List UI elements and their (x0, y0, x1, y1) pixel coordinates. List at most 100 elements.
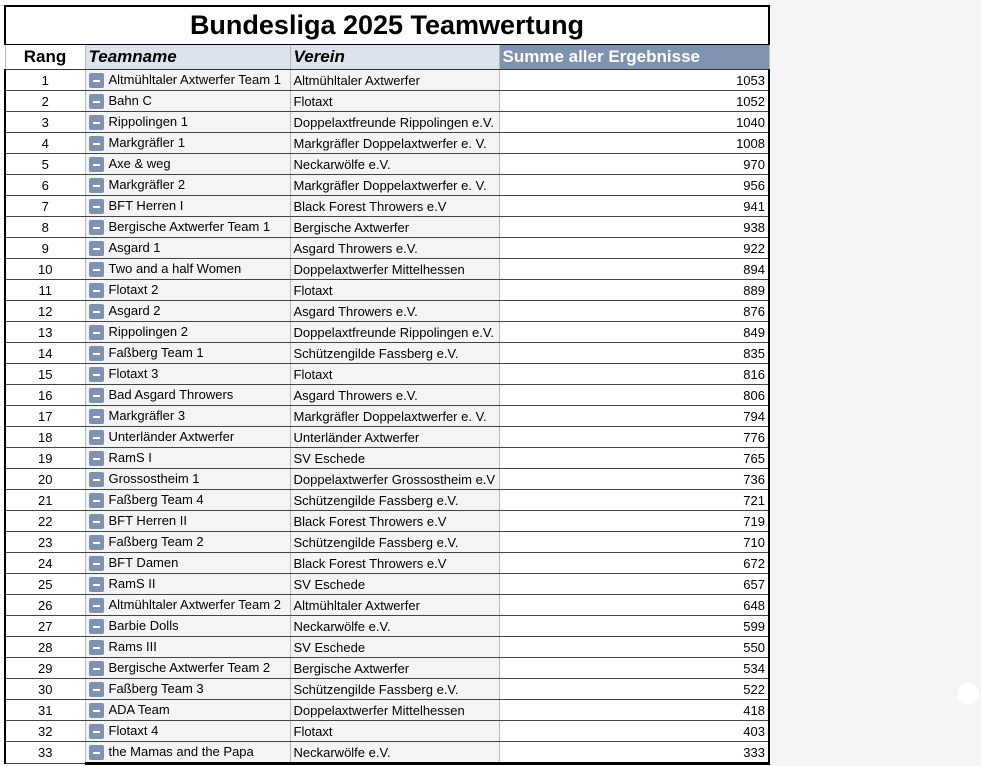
cell-rang[interactable]: 1 (4, 69, 86, 91)
collapse-minus-icon[interactable] (88, 262, 104, 278)
cell-teamname[interactable]: Markgräfler 3 (84, 405, 291, 427)
cell-rang[interactable]: 9 (4, 237, 86, 259)
cell-rang[interactable]: 25 (4, 573, 86, 595)
cell-teamname[interactable]: Bad Asgard Throwers (84, 384, 291, 406)
scroll-indicator[interactable] (957, 683, 979, 705)
cell-teamname[interactable]: Bergische Axtwerfer Team 1 (84, 216, 291, 238)
collapse-minus-icon[interactable] (88, 556, 104, 572)
header-rang[interactable]: Rang (4, 44, 86, 70)
cell-teamname[interactable]: Flotaxt 4 (84, 720, 291, 742)
cell-teamname[interactable]: Rippolingen 2 (84, 321, 291, 343)
cell-verein[interactable]: Schützengilde Fassberg e.V. (289, 678, 500, 700)
cell-teamname[interactable]: Flotaxt 3 (84, 363, 291, 385)
cell-rang[interactable]: 29 (4, 657, 86, 679)
cell-rang[interactable]: 17 (4, 405, 86, 427)
cell-teamname[interactable]: Flotaxt 2 (84, 279, 291, 301)
cell-verein[interactable]: Doppelaxtwerfer Mittelhessen (289, 699, 500, 721)
table-title[interactable]: Bundesliga 2025 Teamwertung (4, 5, 770, 45)
cell-verein[interactable]: Flotaxt (289, 90, 500, 112)
collapse-minus-icon[interactable] (88, 514, 104, 530)
cell-teamname[interactable]: RamS I (84, 447, 291, 469)
cell-rang[interactable]: 31 (4, 699, 86, 721)
cell-rang[interactable]: 22 (4, 510, 86, 532)
collapse-minus-icon[interactable] (88, 661, 104, 677)
cell-verein[interactable]: Schützengilde Fassberg e.V. (289, 342, 500, 364)
collapse-minus-icon[interactable] (88, 640, 104, 656)
cell-rang[interactable]: 15 (4, 363, 86, 385)
collapse-minus-icon[interactable] (88, 367, 104, 383)
cell-summe[interactable]: 534 (498, 657, 770, 679)
cell-summe[interactable]: 710 (498, 531, 770, 553)
cell-summe[interactable]: 938 (498, 216, 770, 238)
cell-rang[interactable]: 27 (4, 615, 86, 637)
cell-teamname[interactable]: Markgräfler 2 (84, 174, 291, 196)
header-summe[interactable]: Summe aller Ergebnisse (498, 44, 770, 70)
cell-rang[interactable]: 14 (4, 342, 86, 364)
collapse-minus-icon[interactable] (88, 178, 104, 194)
cell-verein[interactable]: Markgräfler Doppelaxtwerfer e. V. (289, 174, 500, 196)
collapse-minus-icon[interactable] (88, 493, 104, 509)
collapse-minus-icon[interactable] (88, 283, 104, 299)
cell-teamname[interactable]: Markgräfler 1 (84, 132, 291, 154)
cell-verein[interactable]: Bergische Axtwerfer (289, 657, 500, 679)
collapse-minus-icon[interactable] (88, 388, 104, 404)
cell-rang[interactable]: 32 (4, 720, 86, 742)
cell-summe[interactable]: 956 (498, 174, 770, 196)
cell-summe[interactable]: 403 (498, 720, 770, 742)
collapse-minus-icon[interactable] (88, 346, 104, 362)
cell-verein[interactable]: Asgard Throwers e.V. (289, 300, 500, 322)
cell-summe[interactable]: 1040 (498, 111, 770, 133)
cell-teamname[interactable]: Asgard 1 (84, 237, 291, 259)
cell-summe[interactable]: 849 (498, 321, 770, 343)
cell-verein[interactable]: Flotaxt (289, 363, 500, 385)
cell-summe[interactable]: 522 (498, 678, 770, 700)
cell-verein[interactable]: Asgard Throwers e.V. (289, 384, 500, 406)
collapse-minus-icon[interactable] (88, 157, 104, 173)
header-verein[interactable]: Verein (289, 44, 500, 70)
cell-rang[interactable]: 5 (4, 153, 86, 175)
cell-summe[interactable]: 657 (498, 573, 770, 595)
cell-verein[interactable]: Doppelaxtfreunde Rippolingen e.V. (289, 111, 500, 133)
cell-summe[interactable]: 599 (498, 615, 770, 637)
cell-verein[interactable]: Unterländer Axtwerfer (289, 426, 500, 448)
collapse-minus-icon[interactable] (88, 409, 104, 425)
cell-verein[interactable]: Neckarwölfe e.V. (289, 741, 500, 765)
cell-summe[interactable]: 736 (498, 468, 770, 490)
cell-verein[interactable]: Black Forest Throwers e.V (289, 510, 500, 532)
cell-rang[interactable]: 23 (4, 531, 86, 553)
cell-teamname[interactable]: Two and a half Women (84, 258, 291, 280)
cell-summe[interactable]: 719 (498, 510, 770, 532)
cell-summe[interactable]: 922 (498, 237, 770, 259)
cell-summe[interactable]: 794 (498, 405, 770, 427)
cell-verein[interactable]: Markgräfler Doppelaxtwerfer e. V. (289, 132, 500, 154)
cell-teamname[interactable]: Bergische Axtwerfer Team 2 (84, 657, 291, 679)
collapse-minus-icon[interactable] (88, 73, 104, 89)
cell-rang[interactable]: 18 (4, 426, 86, 448)
cell-rang[interactable]: 20 (4, 468, 86, 490)
cell-teamname[interactable]: Altmühltaler Axtwerfer Team 1 (84, 69, 291, 91)
cell-verein[interactable]: SV Eschede (289, 636, 500, 658)
cell-verein[interactable]: Altmühltaler Axtwerfer (289, 594, 500, 616)
cell-verein[interactable]: Doppelaxtfreunde Rippolingen e.V. (289, 321, 500, 343)
cell-summe[interactable]: 889 (498, 279, 770, 301)
cell-verein[interactable]: Flotaxt (289, 279, 500, 301)
cell-teamname[interactable]: Barbie Dolls (84, 615, 291, 637)
collapse-minus-icon[interactable] (88, 136, 104, 152)
cell-verein[interactable]: Bergische Axtwerfer (289, 216, 500, 238)
cell-verein[interactable]: Neckarwölfe e.V. (289, 153, 500, 175)
cell-verein[interactable]: Doppelaxtwerfer Mittelhessen (289, 258, 500, 280)
cell-teamname[interactable]: BFT Damen (84, 552, 291, 574)
cell-teamname[interactable]: Faßberg Team 2 (84, 531, 291, 553)
cell-rang[interactable]: 11 (4, 279, 86, 301)
cell-rang[interactable]: 16 (4, 384, 86, 406)
collapse-minus-icon[interactable] (88, 598, 104, 614)
cell-rang[interactable]: 8 (4, 216, 86, 238)
cell-verein[interactable]: Altmühltaler Axtwerfer (289, 69, 500, 91)
cell-verein[interactable]: SV Eschede (289, 447, 500, 469)
cell-rang[interactable]: 10 (4, 258, 86, 280)
cell-summe[interactable]: 894 (498, 258, 770, 280)
cell-summe[interactable]: 333 (498, 741, 770, 765)
cell-teamname[interactable]: Grossostheim 1 (84, 468, 291, 490)
cell-teamname[interactable]: Unterländer Axtwerfer (84, 426, 291, 448)
cell-rang[interactable]: 6 (4, 174, 86, 196)
